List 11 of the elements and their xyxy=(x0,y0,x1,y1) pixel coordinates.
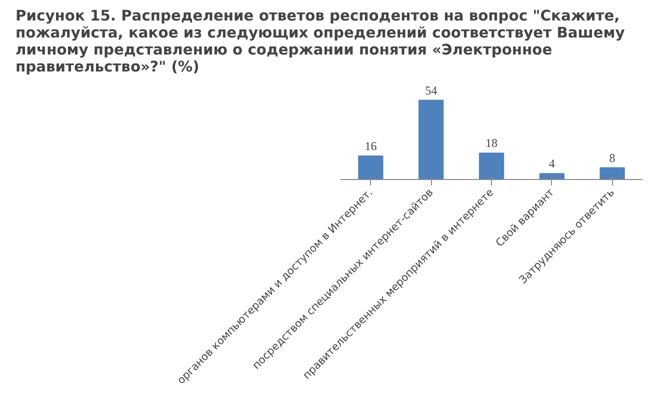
bar xyxy=(358,156,384,180)
data-label: 4 xyxy=(548,156,555,171)
bar xyxy=(478,152,504,180)
bar xyxy=(600,167,625,180)
data-label: 16 xyxy=(364,139,377,154)
bar xyxy=(418,100,444,180)
data-label: 8 xyxy=(609,150,616,165)
chart-title: Рисунок 15. Распределение ответов респодентов на вопрос "Скажите, пожалуйста, какое из следующих определений соответствует Вашему личному представлению о содержании понятия «Электронное правительство»?" (%) xyxy=(16,8,626,76)
bar xyxy=(539,173,564,180)
data-label: 54 xyxy=(425,83,438,98)
data-label: 18 xyxy=(486,136,498,150)
